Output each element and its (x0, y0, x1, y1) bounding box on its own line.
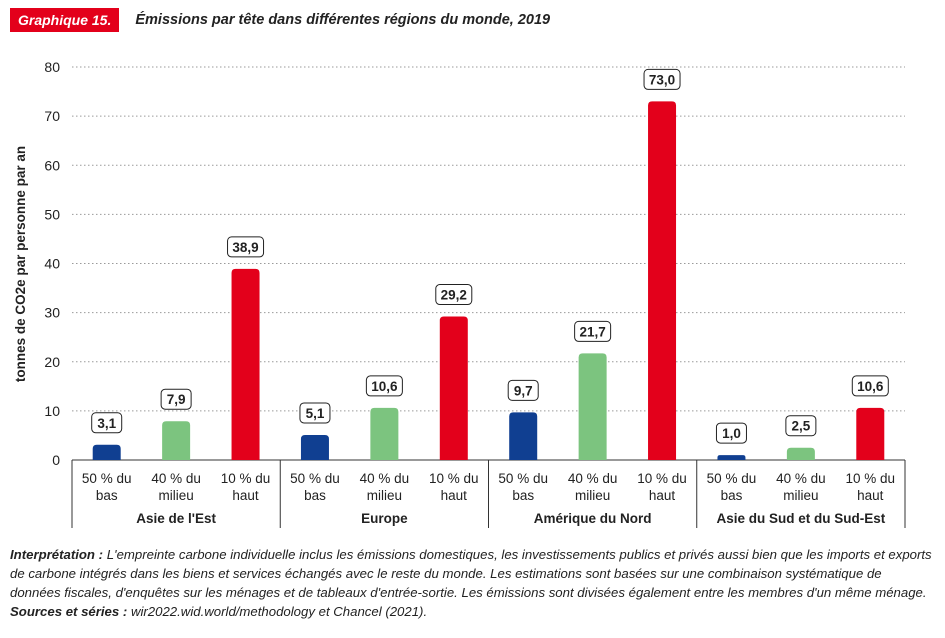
data-label: 29,2 (441, 288, 467, 303)
category-label-line1: 10 % du (429, 471, 479, 486)
y-tick-label: 40 (44, 256, 60, 272)
data-label: 73,0 (649, 72, 675, 87)
data-label-box (507, 379, 539, 401)
bar-bas (300, 434, 329, 460)
category-label-line2: milieu (575, 488, 610, 503)
data-label-box (785, 415, 817, 437)
category-label-line2: haut (441, 488, 468, 503)
category-label-line2: milieu (783, 488, 818, 503)
data-label: 10,6 (857, 379, 884, 394)
data-label-box (365, 375, 403, 397)
region-label: Asie de l'Est (136, 511, 216, 526)
chart-title: Émissions par tête dans différentes régi… (135, 12, 551, 28)
y-tick-label: 70 (44, 108, 60, 124)
category-label-line2: milieu (158, 488, 193, 503)
y-tick-label: 50 (44, 206, 60, 222)
category-label-line2: bas (721, 488, 743, 503)
category-label-line1: 50 % du (290, 471, 340, 486)
data-label: 1,0 (722, 426, 741, 441)
category-label-line1: 40 % du (360, 471, 410, 486)
category-label-line1: 10 % du (637, 471, 687, 486)
bar-chart: 0 10 20 30 40 50 60 70 80 tonnes de CO2e par pers… (13, 59, 906, 528)
data-label-box (227, 236, 265, 258)
interpretation-lead: Interprétation : (10, 547, 104, 562)
category-label-line2: haut (649, 488, 676, 503)
data-label-box (160, 388, 192, 410)
y-tick-label: 80 (44, 59, 60, 75)
y-tick-label: 0 (52, 452, 60, 468)
category-label-line1: 40 % du (776, 471, 826, 486)
y-tick-label: 10 (44, 403, 60, 419)
category-label-line1: 50 % du (707, 471, 757, 486)
category-label-line1: 40 % du (568, 471, 618, 486)
sources-text: wir2022.wid.world/methodology et Chancel… (127, 604, 428, 619)
data-label: 7,9 (167, 392, 186, 407)
y-tick-label: 60 (44, 157, 60, 173)
data-label: 21,7 (579, 324, 605, 339)
bar-haut (856, 407, 885, 460)
category-label-line2: haut (857, 488, 884, 503)
category-label-line1: 10 % du (846, 471, 896, 486)
category-label-line2: haut (232, 488, 259, 503)
sources-lead: Sources et séries : (10, 604, 128, 619)
data-label: 2,5 (791, 419, 810, 434)
data-label: 5,1 (306, 406, 325, 421)
region-label: Asie du Sud et du Sud-Est (716, 511, 885, 526)
region-label: Europe (361, 511, 408, 526)
y-tick-label: 30 (44, 305, 60, 321)
bar-bas (92, 444, 121, 460)
data-label-box (435, 284, 473, 306)
interpretation-note: Interprétation : L'empreinte carbone ind… (10, 545, 935, 621)
category-label-line1: 10 % du (221, 471, 271, 486)
data-label-box (299, 402, 331, 424)
y-tick-label: 20 (44, 354, 60, 370)
category-label-line1: 50 % du (498, 471, 548, 486)
category-label-line2: bas (304, 488, 326, 503)
bar-haut (648, 101, 677, 460)
bar-haut (439, 316, 468, 460)
data-label: 3,1 (97, 416, 116, 431)
category-label-line1: 50 % du (82, 471, 132, 486)
bar-milieu (370, 407, 399, 460)
region-label: Amérique du Nord (534, 511, 652, 526)
category-label-line2: bas (96, 488, 118, 503)
bar-haut (231, 268, 260, 460)
bar-milieu (578, 353, 607, 460)
bar-bas (717, 455, 746, 460)
data-label-box (851, 375, 889, 397)
category-label-line2: milieu (367, 488, 402, 503)
data-label: 10,6 (371, 379, 398, 394)
figure-number-badge: Graphique 15. (10, 8, 120, 32)
data-label: 38,9 (232, 240, 258, 255)
data-label-box (91, 412, 123, 434)
bar-milieu (786, 447, 815, 460)
data-label-box (574, 320, 612, 342)
chart-header: Graphique 15. Émissions par tête dans di… (10, 8, 550, 32)
y-axis-label: tonnes de CO2e par personne par an (13, 146, 28, 382)
data-label-box (715, 422, 747, 444)
bar-milieu (162, 421, 191, 460)
interpretation-text: L'empreinte carbone individuelle inclus … (10, 547, 932, 600)
category-label-line2: bas (512, 488, 534, 503)
data-label: 9,7 (514, 383, 533, 398)
data-label-box (643, 68, 681, 90)
category-label-line1: 40 % du (151, 471, 201, 486)
bar-bas (509, 412, 538, 460)
